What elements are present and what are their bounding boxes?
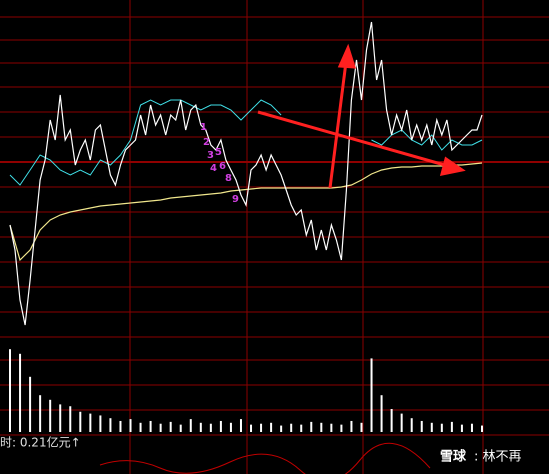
watermark-author: : 林不再: [474, 450, 522, 465]
volume-bar: [149, 420, 152, 432]
volume-bar: [481, 425, 483, 432]
volume-bar: [470, 423, 473, 432]
volume-bar: [410, 418, 413, 432]
volume-bar: [89, 413, 92, 432]
annotation: 6: [219, 161, 226, 172]
volume-bar: [179, 424, 182, 432]
volume-bar: [69, 406, 72, 432]
volume-bar: [250, 424, 253, 432]
arrows: [257, 43, 466, 189]
volume-bar: [330, 423, 333, 432]
volume-bar: [159, 423, 162, 432]
volume-bar: [320, 422, 323, 432]
volume-bar: [370, 358, 373, 432]
volume-bar: [119, 420, 122, 432]
volume-bar: [39, 395, 42, 432]
volume-bar: [209, 423, 212, 432]
volume-bar: [360, 422, 363, 432]
volume-bar: [450, 421, 453, 432]
price-line: [9, 21, 483, 326]
volume-bar: [420, 420, 423, 432]
volume-bar: [109, 418, 112, 432]
volume-bar: [390, 409, 393, 432]
volume-bar: [139, 422, 142, 432]
volume-bar: [189, 419, 192, 432]
volume-bar: [219, 420, 222, 432]
annotation: 3: [207, 150, 214, 161]
volume-bar: [260, 423, 263, 432]
annotation: 9: [232, 194, 239, 205]
volume-bar: [49, 399, 52, 432]
volume-bar: [440, 423, 443, 432]
volume-bar: [239, 419, 242, 432]
reference-line: [9, 99, 483, 186]
volume-bar: [169, 421, 172, 432]
watermark-logo: 雪球: [440, 449, 467, 465]
volume-bar: [19, 353, 22, 432]
volume-bar: [99, 415, 102, 432]
annotation: 2: [203, 137, 210, 148]
volume-bar: [9, 349, 11, 432]
volume-bar: [300, 424, 303, 432]
volume-bar: [270, 422, 273, 432]
volume-bar: [340, 424, 343, 432]
plot: [9, 21, 483, 432]
volume-bar: [310, 421, 313, 432]
volume-bar: [400, 413, 403, 432]
annotation: 1: [200, 122, 207, 133]
average-line: [9, 162, 483, 262]
annotation: 5: [215, 147, 222, 158]
annotation: 8: [225, 173, 232, 184]
volume-bar: [79, 411, 82, 432]
footer-text: 时: 0.21亿元↑: [0, 435, 81, 450]
volume-bar: [29, 376, 32, 432]
annotation: 4: [210, 163, 217, 174]
volume-bar: [229, 422, 232, 432]
volume-bar: [129, 419, 132, 432]
volume-bar: [460, 424, 463, 432]
volume-bar: [380, 395, 383, 432]
volume-bar: [350, 420, 353, 432]
volume-bar: [430, 422, 433, 432]
volume-bar: [290, 423, 293, 432]
volume-bar: [280, 425, 283, 432]
volume-bar: [59, 404, 62, 432]
volume-bar: [199, 422, 202, 432]
